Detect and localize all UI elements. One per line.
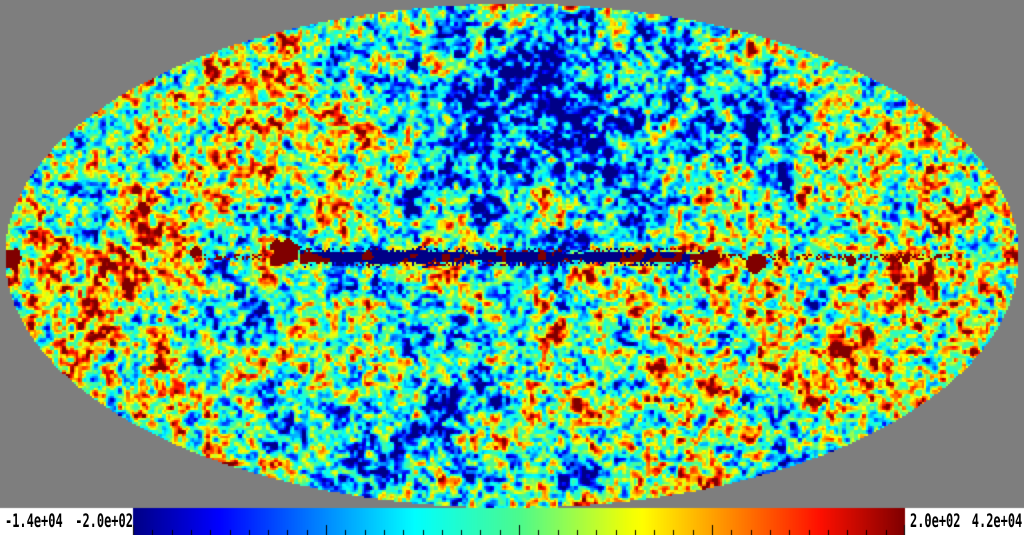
colorbar-max-label: 4.2e+04 (971, 510, 1023, 532)
colorbar-min-label: -1.4e+04 (5, 510, 63, 532)
colorbar-clip-low-label: -2.0e+02 (75, 510, 133, 532)
colorbar-left-labels: -1.4e+04 -2.0e+02 (5, 508, 133, 535)
colorbar-right-labels: 2.0e+02 4.2e+04 (910, 508, 1022, 535)
colorbar-clip-high-label: 2.0e+02 (910, 510, 961, 532)
